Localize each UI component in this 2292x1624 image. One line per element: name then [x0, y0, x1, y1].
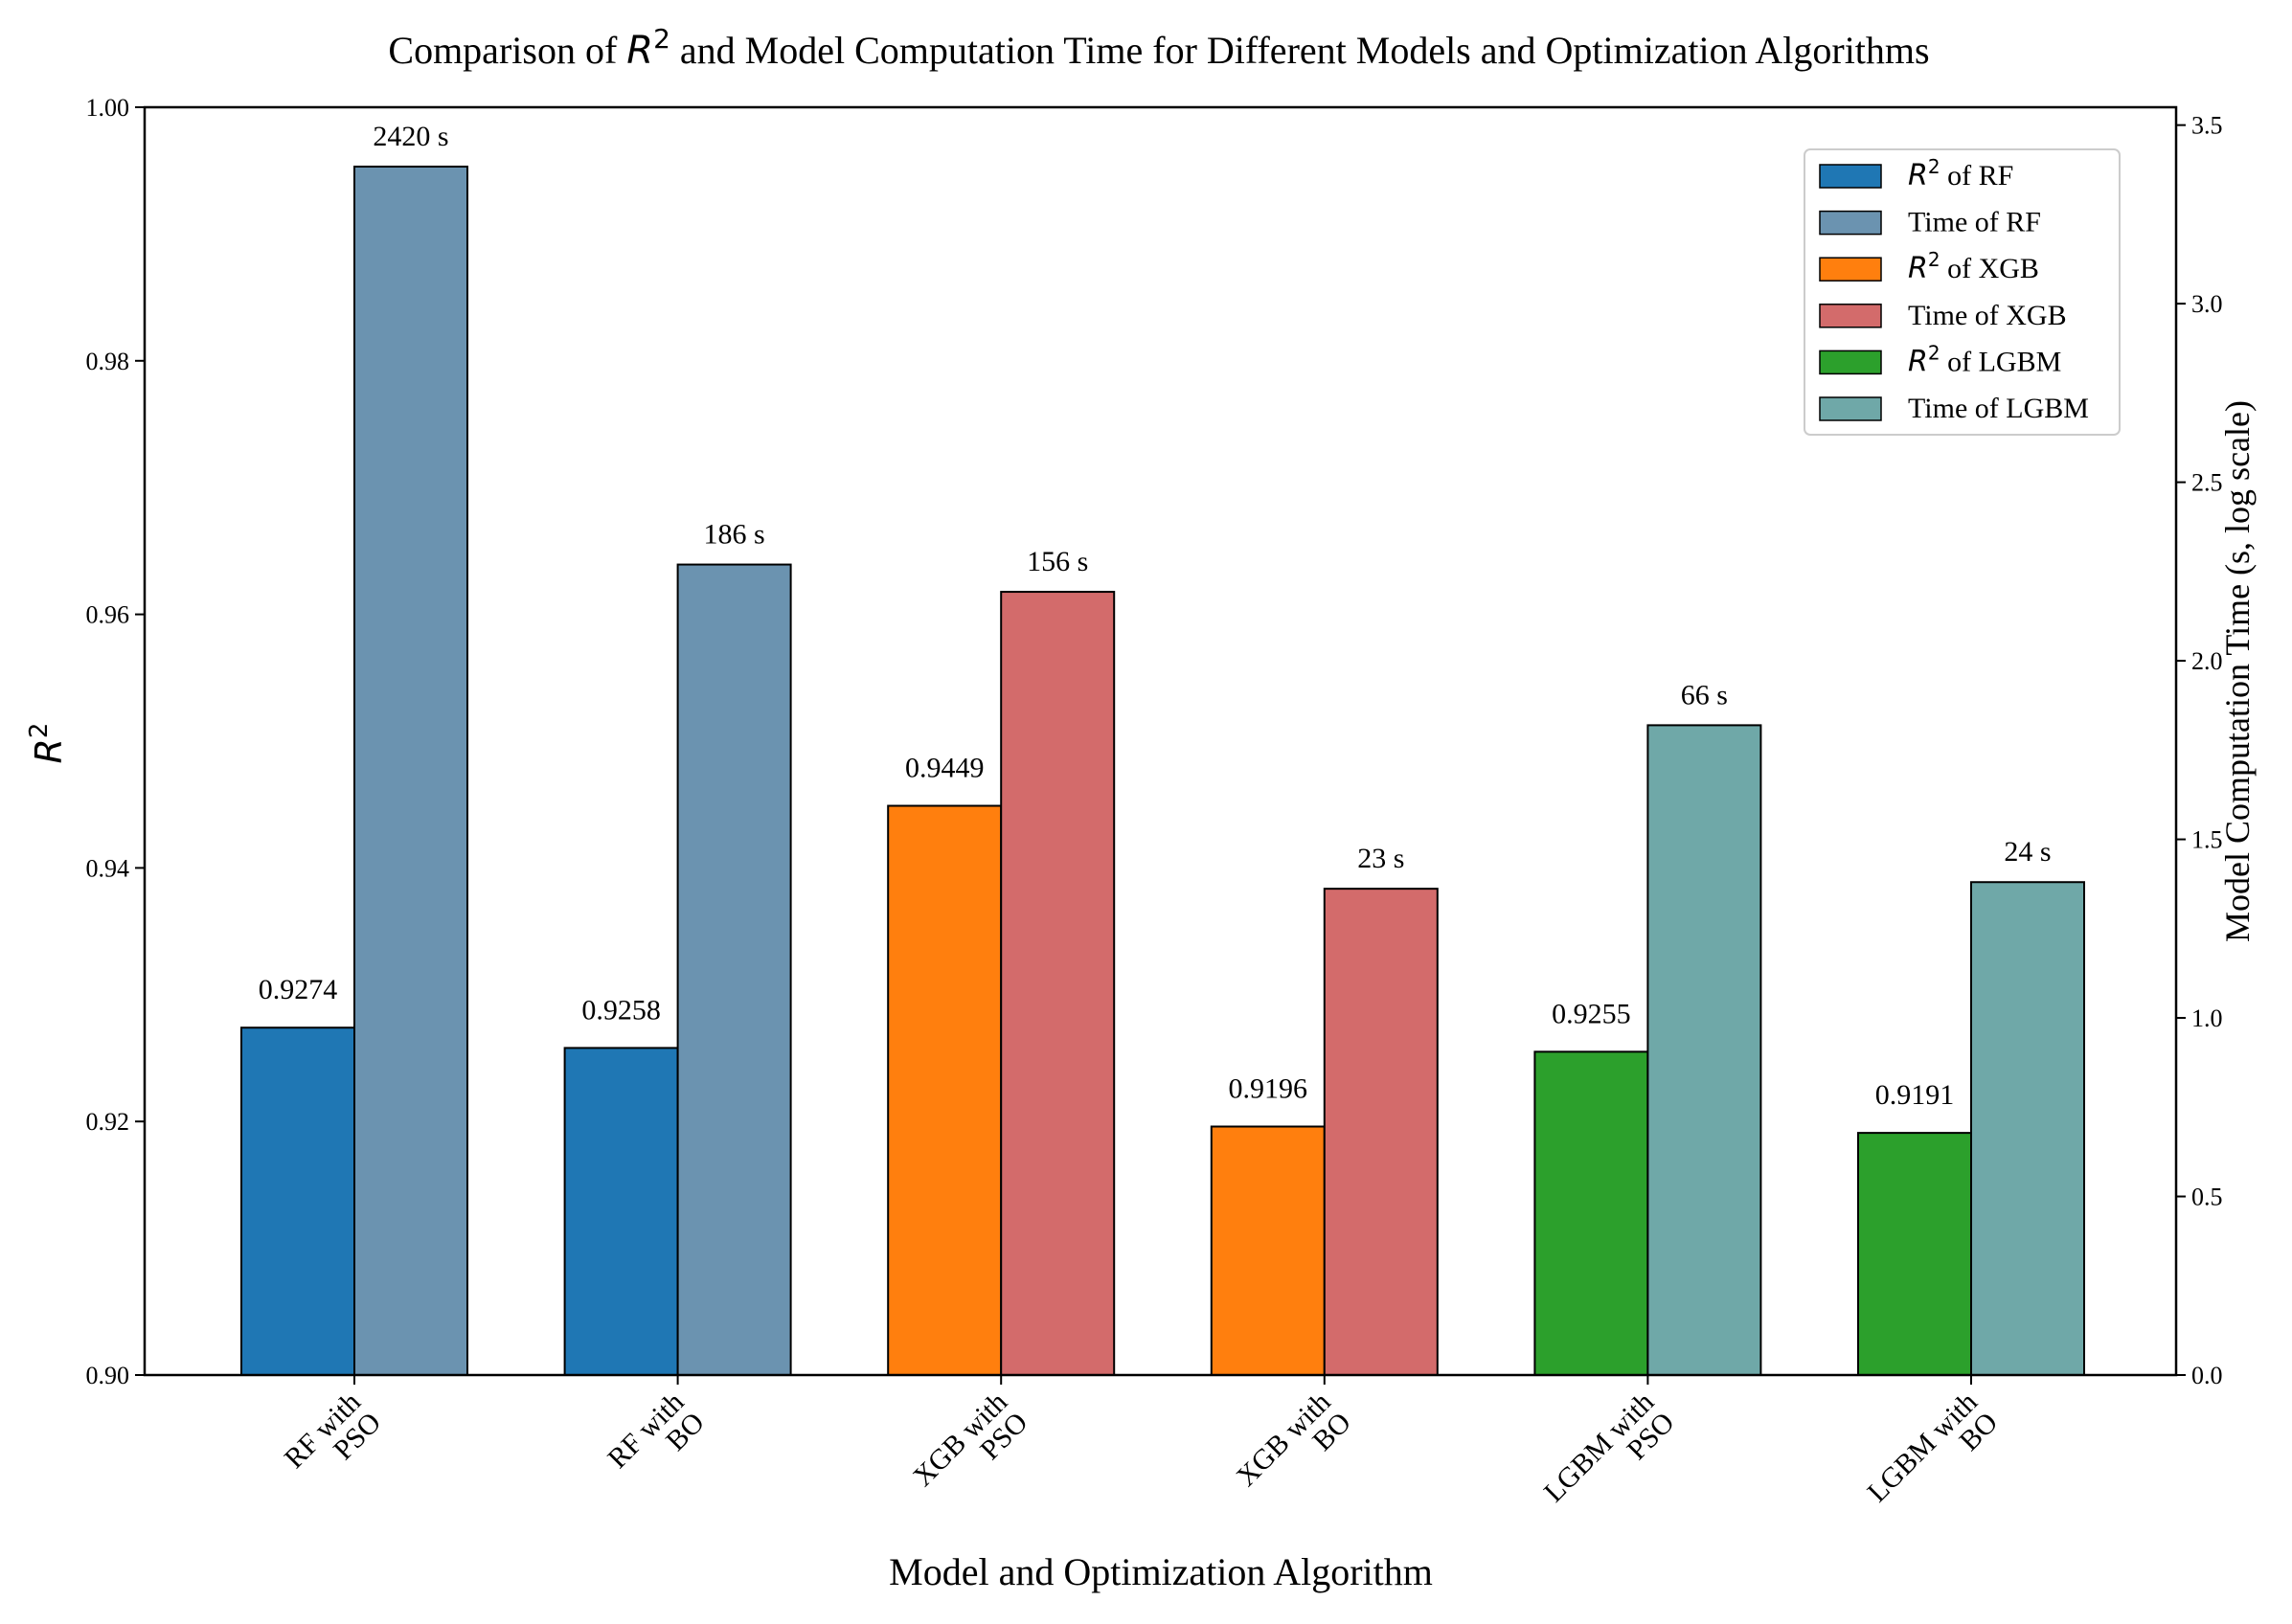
y-left-tick-label: 0.92	[86, 1108, 130, 1136]
title-superscript: 2	[653, 23, 670, 55]
y-right-tick-label: 2.0	[2191, 647, 2223, 675]
chart-title: Comparison of R2 and Model Computation T…	[388, 23, 1929, 74]
legend-r-symbol: R	[1908, 159, 1928, 192]
r2-bar	[887, 804, 1003, 1376]
legend-label-rest: of LGBM	[1940, 346, 2062, 377]
y-axis-left-label: R2	[25, 723, 70, 764]
time-value-label: 2420 s	[373, 121, 448, 152]
legend-entry-label: R2 of LGBM	[1908, 341, 2061, 378]
y-right-tick-label: 2.5	[2191, 469, 2223, 497]
y-left-label-sup: 2	[25, 723, 54, 739]
time-value-label: 186 s	[704, 519, 765, 551]
y-axis-right-ticks: 0.0 0.5 1.0 1.5 2.0 2.5 3.0 3.5	[2176, 112, 2223, 1389]
bars-group	[240, 165, 2085, 1376]
r2-bar	[1533, 1050, 1649, 1376]
x-tick-label: RF withPSO	[279, 1387, 388, 1496]
r2-value-label: 0.9255	[1552, 998, 1631, 1029]
r2-value-label: 0.9274	[259, 974, 338, 1005]
legend-superscript: 2	[1928, 248, 1940, 271]
y-right-tick-label: 0.0	[2191, 1362, 2223, 1389]
legend-swatch	[1819, 396, 1882, 421]
y-axis-left-ticks: 0.90 0.92 0.94 0.96 0.98 1.00	[86, 94, 145, 1389]
y-right-tick-label: 3.5	[2191, 112, 2223, 140]
legend-entry-label: R2 of XGB	[1908, 248, 2039, 285]
plot-frame	[143, 105, 2178, 1377]
legend-label-rest: of XGB	[1940, 253, 2039, 284]
time-bar	[676, 563, 792, 1376]
x-tick-label: XGB withPSO	[907, 1387, 1033, 1513]
legend-r-symbol: R	[1908, 345, 1928, 378]
x-tick-label: RF withBO	[601, 1387, 711, 1496]
x-axis-ticks: RF withPSO RF withBO XGB withPSO XGB withBO…	[279, 1375, 2004, 1529]
legend-superscript: 2	[1928, 155, 1940, 178]
time-bar	[1646, 724, 1762, 1376]
r2-bar	[1210, 1125, 1326, 1376]
y-right-tick-label: 1.5	[2191, 826, 2223, 854]
time-value-label: 24 s	[2004, 836, 2051, 868]
time-bar	[1000, 591, 1116, 1376]
legend-swatch	[1819, 257, 1882, 282]
legend-entry-label: Time of LGBM	[1908, 393, 2089, 424]
y-right-tick-label: 1.0	[2191, 1004, 2223, 1032]
legend-label-text: Time of LGBM	[1908, 393, 2089, 424]
r2-value-label: 0.9258	[581, 994, 661, 1026]
legend-frame	[1804, 148, 2121, 436]
legend-superscript: 2	[1928, 341, 1940, 364]
legend-swatch	[1819, 210, 1882, 236]
y-axis-right-label: Model Computation Time (s, log scale)	[2218, 400, 2257, 942]
legend-r-symbol: R	[1908, 252, 1928, 285]
time-bar	[353, 165, 468, 1376]
legend-label-rest: of RF	[1940, 160, 2014, 192]
legend-label-text: Time of XGB	[1908, 300, 2067, 331]
x-tick-label: LGBM withPSO	[1538, 1387, 1681, 1529]
r2-value-label: 0.9449	[905, 753, 985, 784]
time-bar	[1970, 881, 2085, 1376]
title-suffix: and Model Computation Time for Different…	[670, 29, 1930, 72]
title-r-symbol: R	[626, 29, 653, 73]
legend-entry-label: R2 of RF	[1908, 155, 2013, 192]
y-right-tick-label: 0.5	[2191, 1184, 2223, 1211]
r2-bar	[563, 1047, 679, 1376]
r2-value-label: 0.9191	[1875, 1079, 1955, 1111]
legend-entry-label: Time of XGB	[1908, 300, 2067, 331]
time-value-label: 23 s	[1357, 843, 1404, 874]
time-bar	[1323, 888, 1439, 1376]
title-prefix: Comparison of	[388, 29, 626, 72]
legend-swatch	[1819, 304, 1882, 328]
x-tick-label: XGB withBO	[1231, 1387, 1357, 1513]
y-left-tick-label: 1.00	[86, 94, 130, 122]
r2-bar	[240, 1026, 355, 1376]
time-value-label: 156 s	[1027, 546, 1088, 577]
legend-label-text: Time of RF	[1908, 207, 2041, 238]
y-left-label-base: R	[28, 738, 70, 763]
legend-entry-label: Time of RF	[1908, 207, 2041, 238]
y-right-tick-label: 3.0	[2191, 290, 2223, 318]
legend-swatch	[1819, 164, 1882, 189]
x-tick-label: LGBM withBO	[1861, 1387, 2004, 1529]
y-left-tick-label: 0.94	[86, 854, 130, 882]
r2-value-label: 0.9196	[1229, 1072, 1308, 1104]
x-axis-label: Model and Optimization Algorithm	[889, 1550, 1433, 1593]
y-left-tick-label: 0.90	[86, 1362, 130, 1389]
y-left-tick-label: 0.98	[86, 348, 130, 375]
bar-labels-group: 0.9274 2420 s 0.9258 186 s 0.9449 156 s 0.9196…	[259, 121, 2052, 1111]
legend-swatch	[1819, 350, 1882, 375]
r2-bar	[1857, 1132, 1972, 1376]
y-left-tick-label: 0.96	[86, 601, 130, 629]
time-value-label: 66 s	[1681, 679, 1728, 710]
